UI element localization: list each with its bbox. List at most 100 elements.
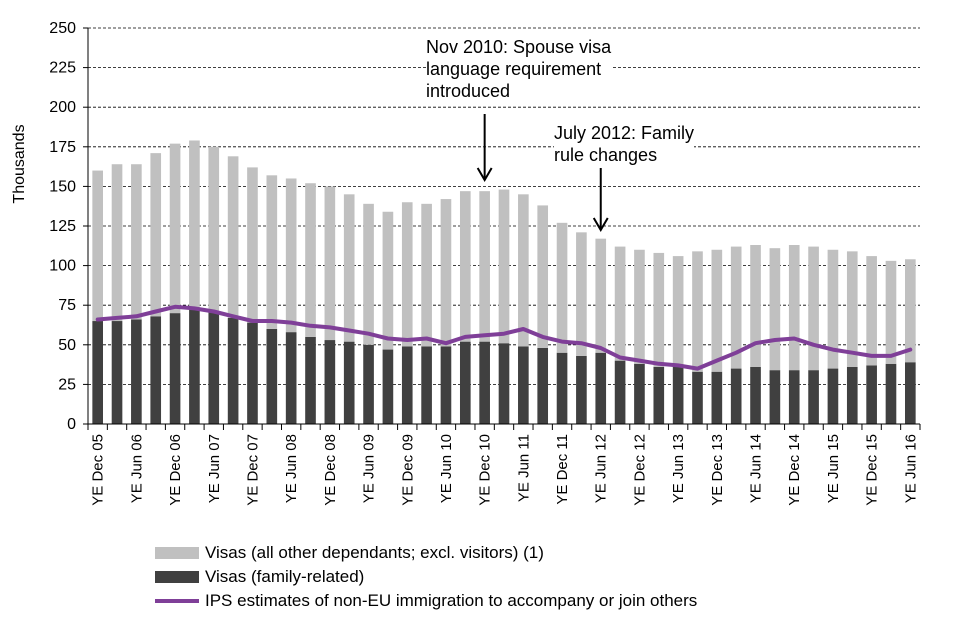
- bar-other-dependants: [189, 140, 200, 309]
- x-tick-label: YE Dec 07: [245, 434, 262, 506]
- legend-label: Visas (family-related): [205, 567, 365, 586]
- bar-family-related: [227, 317, 239, 424]
- legend-item-other-dependants: Visas (all other dependants; excl. visit…: [155, 542, 697, 564]
- bar-family-related: [885, 363, 897, 424]
- bar-family-related: [440, 346, 452, 424]
- bar-other-dependants: [421, 203, 432, 347]
- bar-other-dependants: [305, 183, 316, 337]
- bar-family-related: [537, 347, 549, 424]
- x-tick-label: YE Jun 11: [515, 434, 532, 502]
- bar-family-related: [266, 328, 278, 424]
- bar-other-dependants: [885, 260, 897, 364]
- bar-family-related: [788, 370, 800, 424]
- bar-family-related: [808, 370, 819, 424]
- bar-family-related: [614, 360, 626, 424]
- legend-label: IPS estimates of non-EU immigration to a…: [205, 591, 698, 610]
- bar-other-dependants: [653, 252, 665, 367]
- annotation-line: language requirement: [426, 59, 602, 79]
- bar-other-dependants: [634, 249, 645, 364]
- y-tick-label: 75: [58, 297, 76, 314]
- bar-family-related: [518, 346, 529, 424]
- x-tick-label: YE Dec 13: [709, 434, 726, 506]
- y-tick-label: 175: [49, 139, 76, 156]
- bar-other-dependants: [266, 175, 278, 329]
- x-tick-label: YE Jun 07: [206, 434, 223, 503]
- bar-family-related: [576, 355, 587, 424]
- bar-other-dependants: [692, 251, 703, 372]
- bar-family-related: [595, 352, 607, 424]
- y-tick-label: 50: [58, 337, 76, 354]
- bar-other-dependants: [711, 249, 723, 372]
- bar-family-related: [769, 370, 781, 424]
- bar-other-dependants: [459, 191, 471, 342]
- bar-family-related: [189, 308, 200, 424]
- bar-other-dependants: [556, 222, 568, 353]
- bar-other-dependants: [576, 232, 587, 356]
- x-tick-label: YE Jun 06: [128, 434, 145, 503]
- x-tick-label: YE Jun 15: [825, 434, 842, 503]
- bar-family-related: [305, 336, 316, 424]
- annotation-spouse-visa: Nov 2010: Spouse visa language requireme…: [426, 36, 612, 102]
- x-tick-label: YE Dec 10: [477, 434, 494, 506]
- x-tick-label: YE Jun 14: [748, 434, 765, 503]
- legend-swatch-family-related: [155, 571, 199, 583]
- bar-other-dependants: [363, 203, 374, 345]
- bar-family-related: [324, 340, 336, 424]
- annotation-arrow-head: [592, 217, 609, 232]
- bar-other-dependants: [518, 194, 529, 347]
- bar-other-dependants: [401, 202, 413, 347]
- y-tick-label: 0: [67, 416, 76, 433]
- bar-other-dependants: [92, 170, 103, 322]
- x-tick-label: YE Jun 09: [361, 434, 378, 503]
- y-tick-label: 225: [49, 60, 76, 77]
- bar-family-related: [169, 313, 181, 424]
- y-tick-labels: 0 25 50 75 100 125 150 175 200 225 250: [49, 20, 76, 433]
- bar-other-dependants: [750, 245, 761, 367]
- bar-family-related: [285, 332, 297, 424]
- ips-line-path: [95, 304, 913, 371]
- bar-other-dependants: [730, 246, 742, 369]
- bar-family-related: [905, 362, 916, 424]
- x-tick-label: YE Dec 09: [399, 434, 416, 506]
- y-tick-label: 200: [49, 99, 76, 116]
- x-tick-label: YE Jun 13: [670, 434, 687, 503]
- bar-family-related: [827, 368, 839, 424]
- bar-other-dependants: [769, 248, 781, 371]
- bar-family-related: [363, 344, 374, 424]
- annotation-line: Nov 2010: Spouse visa: [426, 37, 612, 57]
- bar-other-dependants: [111, 164, 123, 322]
- bar-family-related: [421, 346, 432, 424]
- bar-family-related: [556, 352, 568, 424]
- bar-other-dependants: [537, 205, 549, 348]
- bar-family-related: [692, 371, 703, 424]
- bar-other-dependants: [150, 153, 162, 317]
- bar-family-related: [479, 341, 490, 424]
- bar-family-related: [750, 366, 761, 424]
- bar-other-dependants: [208, 146, 220, 312]
- bar-family-related: [672, 366, 684, 424]
- bars: [92, 140, 916, 424]
- bar-family-related: [150, 316, 162, 424]
- annotation-arrow-head: [476, 167, 493, 182]
- legend: Visas (all other dependants; excl. visit…: [155, 542, 697, 614]
- bar-family-related: [846, 366, 858, 424]
- bar-other-dependants: [131, 164, 142, 320]
- legend-item-family-related: Visas (family-related): [155, 566, 697, 588]
- bar-family-related: [343, 341, 355, 424]
- y-axis-label: Thousands: [11, 124, 28, 203]
- bar-family-related: [382, 349, 394, 424]
- annotation-family-rules: July 2012: Family rule changes: [554, 122, 695, 166]
- bar-other-dependants: [595, 238, 607, 353]
- y-tick-label: 100: [49, 258, 76, 275]
- x-tick-label: YE Dec 08: [322, 434, 339, 506]
- x-tick-label: YE Jun 16: [902, 434, 919, 503]
- bar-family-related: [401, 346, 413, 424]
- ips-line: [95, 304, 913, 371]
- bar-family-related: [730, 368, 742, 424]
- bar-other-dependants: [672, 256, 684, 367]
- bar-family-related: [459, 341, 471, 424]
- bar-other-dependants: [247, 167, 258, 323]
- legend-swatch-ips-estimates: [155, 599, 199, 603]
- bar-other-dependants: [285, 178, 297, 333]
